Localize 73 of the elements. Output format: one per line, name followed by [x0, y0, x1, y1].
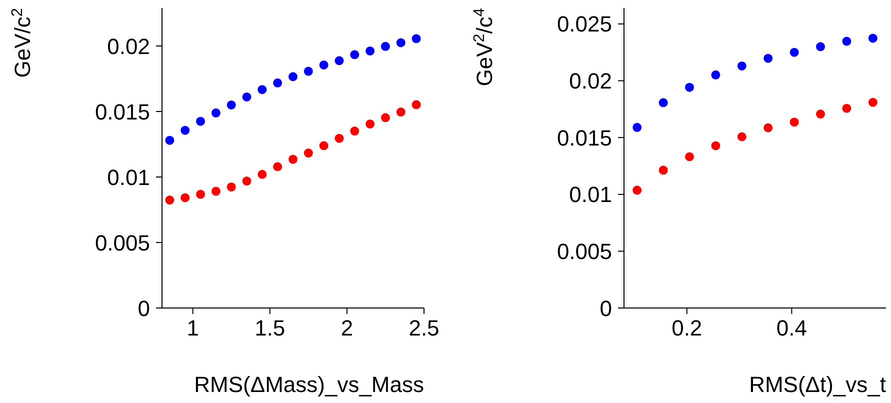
point [764, 54, 773, 63]
point [366, 119, 375, 128]
x-tick-label: 2 [340, 316, 354, 341]
point [711, 70, 720, 80]
point [273, 162, 282, 172]
point [180, 126, 190, 135]
y-tick-label: 0.015 [94, 99, 150, 124]
point [242, 92, 252, 102]
point [790, 48, 799, 57]
point [658, 98, 668, 108]
y-tick-label: 0.02 [569, 68, 612, 94]
point [842, 104, 852, 113]
point [165, 196, 174, 205]
y-tick-label: 0.025 [556, 12, 612, 37]
point [334, 134, 344, 143]
point [304, 66, 313, 76]
x-tick-label: 0.4 [776, 316, 807, 341]
point [196, 116, 206, 126]
x-tick-label: 1.5 [254, 316, 286, 341]
point [288, 72, 298, 82]
point [319, 60, 328, 70]
point [196, 190, 206, 199]
x-tick-label: 1 [186, 316, 199, 341]
y-tick-label: 0.01 [107, 164, 150, 190]
point [685, 82, 694, 92]
y-tick-label: 0.005 [94, 230, 150, 256]
point [350, 50, 360, 60]
point [658, 166, 668, 175]
point [396, 38, 406, 48]
x-axis-title: RMS(Δt)_vs_t [749, 372, 886, 397]
point [273, 78, 282, 88]
point [790, 118, 799, 127]
point [737, 61, 746, 70]
point [632, 186, 642, 195]
point [319, 141, 328, 150]
point [816, 110, 825, 119]
point [868, 98, 878, 107]
point [350, 126, 360, 136]
y-tick-label: 0.015 [556, 125, 612, 150]
point [211, 186, 220, 196]
point [366, 46, 375, 56]
x-tick-label: 2.5 [408, 316, 440, 341]
point [211, 108, 220, 118]
point [288, 154, 298, 164]
point [842, 36, 852, 46]
point [737, 132, 746, 142]
point [632, 122, 642, 132]
point [868, 34, 878, 43]
y-tick-label: 0.01 [569, 182, 612, 208]
point [396, 108, 406, 117]
point [242, 176, 252, 186]
point [764, 123, 773, 132]
point [685, 152, 694, 162]
y-tick-label: 0.02 [107, 34, 150, 59]
point [258, 85, 267, 94]
point [334, 56, 344, 66]
x-axis-title: RMS(ΔMass)_vs_Mass [194, 372, 424, 397]
point [180, 193, 190, 202]
point [412, 100, 421, 110]
point [226, 182, 236, 192]
point [711, 141, 720, 150]
point [226, 100, 236, 110]
point [258, 170, 267, 179]
x-tick-label: 0.2 [672, 316, 702, 341]
point [380, 113, 390, 122]
point [412, 34, 421, 44]
y-tick-label: 0 [138, 296, 150, 321]
y-tick-label: 0 [600, 296, 612, 321]
point [816, 42, 825, 52]
point [165, 136, 174, 145]
point [304, 148, 313, 158]
y-tick-label: 0.005 [556, 238, 612, 264]
point [380, 42, 390, 51]
